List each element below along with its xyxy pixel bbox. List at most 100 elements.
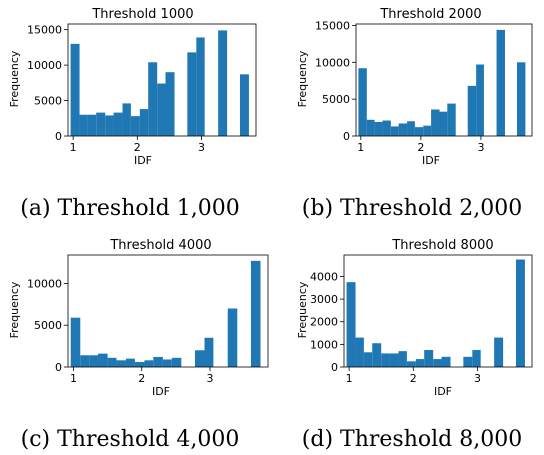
histogram-bar xyxy=(250,260,261,367)
histogram-bar xyxy=(96,112,106,136)
histogram-bar xyxy=(366,119,375,136)
panel-threshold-8000: Threshold 8000 Frequency IDF (d) Thresho… xyxy=(296,238,533,452)
histogram-bar xyxy=(148,62,158,136)
plot-frame xyxy=(67,23,257,137)
histogram-bar xyxy=(194,350,205,367)
histogram-bar xyxy=(390,126,399,136)
histogram-bar xyxy=(381,353,390,367)
histogram-bar xyxy=(447,103,456,136)
histogram-bar xyxy=(227,308,238,367)
histogram-bar xyxy=(105,115,114,136)
histogram-bar xyxy=(153,356,163,367)
y-tick-label: 2000 xyxy=(310,316,338,329)
histogram-bar xyxy=(79,114,88,136)
y-tick-label: 15000 xyxy=(315,19,350,32)
histogram-bar xyxy=(441,356,451,367)
histogram-bar xyxy=(187,52,197,136)
histogram-bar xyxy=(515,259,525,367)
histogram-bar xyxy=(414,127,424,136)
histogram-bar xyxy=(70,317,81,367)
histogram-bar xyxy=(516,62,526,136)
histogram-bar xyxy=(415,359,425,367)
histogram-bar xyxy=(204,337,214,367)
histogram-bar xyxy=(472,350,481,367)
histogram-bar xyxy=(157,83,166,136)
histogram-bar xyxy=(134,361,145,367)
histogram-bar xyxy=(139,109,149,136)
y-tick-label: 0 xyxy=(331,361,338,374)
histogram-bar xyxy=(433,359,442,367)
histogram-bar xyxy=(218,30,228,137)
y-tick-label: 4000 xyxy=(310,270,338,283)
y-axis-label: Frequency xyxy=(8,281,21,338)
subfigure-caption: (c) Threshold 4,000 xyxy=(21,427,240,452)
histogram-bar xyxy=(372,343,382,367)
plot-frame xyxy=(355,23,533,137)
histogram-bar xyxy=(239,74,249,136)
histogram-bar xyxy=(144,360,154,367)
panel-threshold-4000: Threshold 4000 Frequency IDF (c) Thresho… xyxy=(8,238,269,452)
subfigure-caption: (d) Threshold 8,000 xyxy=(302,427,522,452)
y-tick-label: 0 xyxy=(343,130,350,143)
histogram-bar xyxy=(406,361,416,367)
histogram-bar xyxy=(171,357,182,367)
x-tick-label: 2 xyxy=(134,141,141,154)
subfigure-caption: (b) Threshold 2,000 xyxy=(302,196,522,221)
y-tick-label: 10000 xyxy=(27,59,62,72)
histogram-bar xyxy=(407,121,415,136)
x-tick-label: 2 xyxy=(417,141,424,154)
histogram-bar xyxy=(80,355,90,367)
x-tick-label: 3 xyxy=(198,141,205,154)
histogram-bar xyxy=(382,120,391,136)
y-tick-label: 5000 xyxy=(34,95,62,108)
y-tick-label: 0 xyxy=(55,130,62,143)
panel-threshold-2000: Threshold 2000 Frequency IDF (b) Thresho… xyxy=(296,7,533,221)
histogram-bar xyxy=(130,116,140,136)
histogram-bar xyxy=(463,356,473,367)
y-tick-label: 3000 xyxy=(310,293,338,306)
histogram-bar xyxy=(98,353,108,367)
histogram-bar xyxy=(467,85,477,136)
panel-threshold-1000: Threshold 1000 Frequency IDF (a) Thresho… xyxy=(8,7,257,221)
chart-title: Threshold 1000 xyxy=(91,7,193,22)
histogram-bar xyxy=(113,112,123,136)
x-axis-label: IDF xyxy=(152,385,170,398)
x-axis-label: IDF xyxy=(422,154,440,167)
x-tick-label: 2 xyxy=(410,372,417,385)
subfigure-caption: (a) Threshold 1,000 xyxy=(20,196,239,221)
chart-title: Threshold 4000 xyxy=(109,238,211,253)
x-axis-label: IDF xyxy=(434,385,452,398)
histogram-bar xyxy=(355,337,364,367)
histogram-bar xyxy=(346,282,356,367)
plot-frame xyxy=(67,254,269,368)
histogram-bar xyxy=(358,68,367,136)
y-axis-label: Frequency xyxy=(296,281,309,338)
histogram-bar xyxy=(162,359,172,367)
x-tick-label: 1 xyxy=(70,372,77,385)
histogram-bar xyxy=(398,123,408,136)
x-tick-label: 3 xyxy=(477,141,484,154)
y-axis-label: Frequency xyxy=(8,50,21,107)
x-tick-label: 1 xyxy=(346,372,353,385)
histogram-bar xyxy=(87,114,97,136)
x-tick-label: 3 xyxy=(206,372,213,385)
y-tick-label: 5000 xyxy=(34,319,62,332)
histogram-bar xyxy=(494,337,504,367)
histogram-bar xyxy=(70,43,80,136)
y-tick-label: 5000 xyxy=(322,93,350,106)
histogram-bar xyxy=(424,350,434,367)
x-tick-label: 3 xyxy=(474,372,481,385)
y-tick-label: 10000 xyxy=(27,277,62,290)
histogram-bar xyxy=(116,360,127,367)
chart-title: Threshold 8000 xyxy=(391,238,493,253)
plot-frame xyxy=(343,254,533,368)
y-tick-label: 15000 xyxy=(27,24,62,37)
histogram-bar xyxy=(363,352,373,367)
x-tick-label: 1 xyxy=(357,141,364,154)
histogram-bar xyxy=(165,72,175,136)
histogram-bar xyxy=(107,357,117,367)
histogram-bar xyxy=(374,122,383,136)
histogram-bar xyxy=(439,111,448,136)
histogram-bar xyxy=(122,103,131,136)
